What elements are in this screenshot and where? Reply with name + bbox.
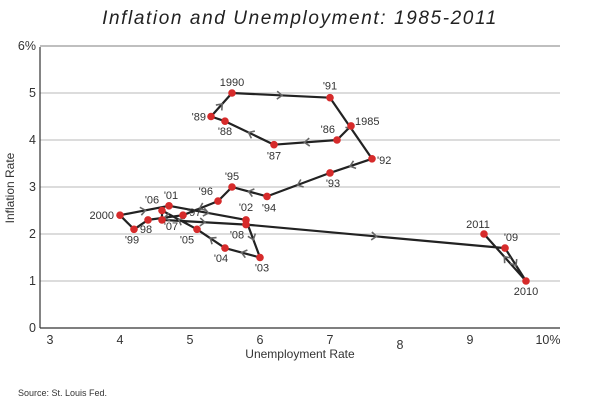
gridlines — [40, 45, 560, 282]
y-tick-label: 5 — [29, 86, 36, 100]
y-tick-label: 0 — [29, 321, 36, 335]
x-tick-label: 7 — [327, 333, 334, 347]
y-tick-label: 2 — [29, 227, 36, 241]
point-label: '91 — [323, 81, 337, 93]
data-point — [179, 211, 187, 219]
point-label: '89 — [192, 112, 206, 124]
data-point — [221, 244, 229, 252]
point-label: '97 — [187, 207, 201, 219]
point-labels: 1985 '86 '87 '88 '89 1990 '91 '92 '93 '94 '95 '96 '9… — [90, 77, 539, 298]
direction-arrow — [247, 130, 256, 139]
direction-arrow — [247, 233, 257, 241]
data-point — [501, 244, 509, 252]
data-point — [130, 225, 138, 234]
y-tick-labels: 0 1 2 3 4 5 6% — [18, 39, 36, 335]
data-point — [228, 183, 236, 191]
point-label: '02 — [239, 202, 253, 214]
data-point — [522, 277, 530, 285]
direction-arrow — [509, 258, 518, 267]
point-label: '93 — [326, 178, 340, 190]
y-tick-label: 3 — [29, 180, 36, 194]
y-tick-label: 4 — [29, 133, 36, 147]
y-axis-label: Inflation Rate — [3, 152, 17, 223]
data-point — [256, 253, 264, 262]
point-label: '88 — [218, 126, 232, 138]
data-point — [326, 93, 334, 102]
direction-arrow — [209, 236, 217, 245]
x-tick-label: 8 — [397, 338, 404, 352]
point-label: '94 — [262, 202, 276, 214]
data-point — [158, 206, 166, 215]
point-label: '99 — [125, 234, 139, 246]
point-label: '01 — [164, 190, 178, 202]
direction-arrow — [247, 188, 255, 198]
direction-arrow — [276, 90, 284, 100]
point-label: '92 — [377, 155, 391, 167]
data-point — [242, 220, 250, 229]
x-tick-label: 10% — [535, 333, 560, 347]
x-axis-label: Unemployment Rate — [245, 347, 355, 361]
point-label: '96 — [199, 186, 213, 198]
point-label: '09 — [504, 232, 518, 244]
x-tick-labels: 3 4 5 6 7 8 9 10% — [47, 333, 561, 352]
direction-arrow — [303, 137, 311, 147]
data-point — [193, 225, 201, 234]
x-tick-label: 6 — [257, 333, 264, 347]
data-point — [116, 211, 124, 219]
x-tick-label: 9 — [467, 333, 474, 347]
direction-arrow — [198, 202, 206, 212]
direction-arrow — [296, 179, 304, 188]
x-tick-label: 4 — [117, 333, 124, 347]
data-points — [116, 89, 530, 285]
direction-arrow — [199, 217, 207, 227]
point-label: '03 — [255, 263, 269, 275]
point-label: '06 — [145, 195, 159, 207]
data-point — [207, 112, 215, 121]
direction-arrow — [240, 249, 248, 259]
data-point — [263, 192, 271, 201]
direction-arrow — [202, 207, 210, 217]
chart-title: Inflation and Unemployment: 1985-2011 — [102, 8, 498, 29]
point-label: 1985 — [355, 116, 379, 128]
point-label: '07 — [164, 221, 178, 233]
x-tick-label: 3 — [47, 333, 54, 347]
point-label: '08 — [230, 230, 244, 242]
point-label: 2011 — [466, 219, 490, 231]
data-point — [165, 202, 173, 210]
point-label: '04 — [214, 253, 228, 265]
point-label: '98 — [138, 224, 152, 236]
direction-arrow — [139, 206, 147, 216]
data-point — [326, 169, 334, 177]
point-label: 1990 — [220, 77, 244, 89]
direction-arrow — [215, 103, 224, 111]
data-point — [144, 216, 152, 224]
point-label: '05 — [180, 234, 194, 246]
data-point — [347, 122, 355, 130]
point-label: 2010 — [514, 286, 538, 298]
data-point — [228, 89, 236, 97]
data-point — [221, 117, 229, 125]
data-point — [480, 230, 488, 238]
data-point — [214, 197, 222, 205]
data-point — [270, 140, 278, 149]
point-label: '86 — [321, 124, 335, 136]
y-tick-label: 1 — [29, 274, 36, 288]
direction-arrow — [370, 231, 378, 241]
y-tick-label: 6% — [18, 39, 36, 53]
direction-arrow — [348, 160, 357, 170]
point-label: '87 — [267, 151, 281, 163]
x-tick-label: 5 — [187, 333, 194, 347]
data-point — [368, 155, 376, 163]
direction-arrow — [503, 255, 511, 264]
data-point — [333, 136, 341, 144]
source-note: Source: St. Louis Fed. — [18, 388, 107, 398]
point-label: 2000 — [90, 210, 114, 222]
data-point — [158, 216, 166, 224]
point-label: '95 — [225, 171, 239, 183]
